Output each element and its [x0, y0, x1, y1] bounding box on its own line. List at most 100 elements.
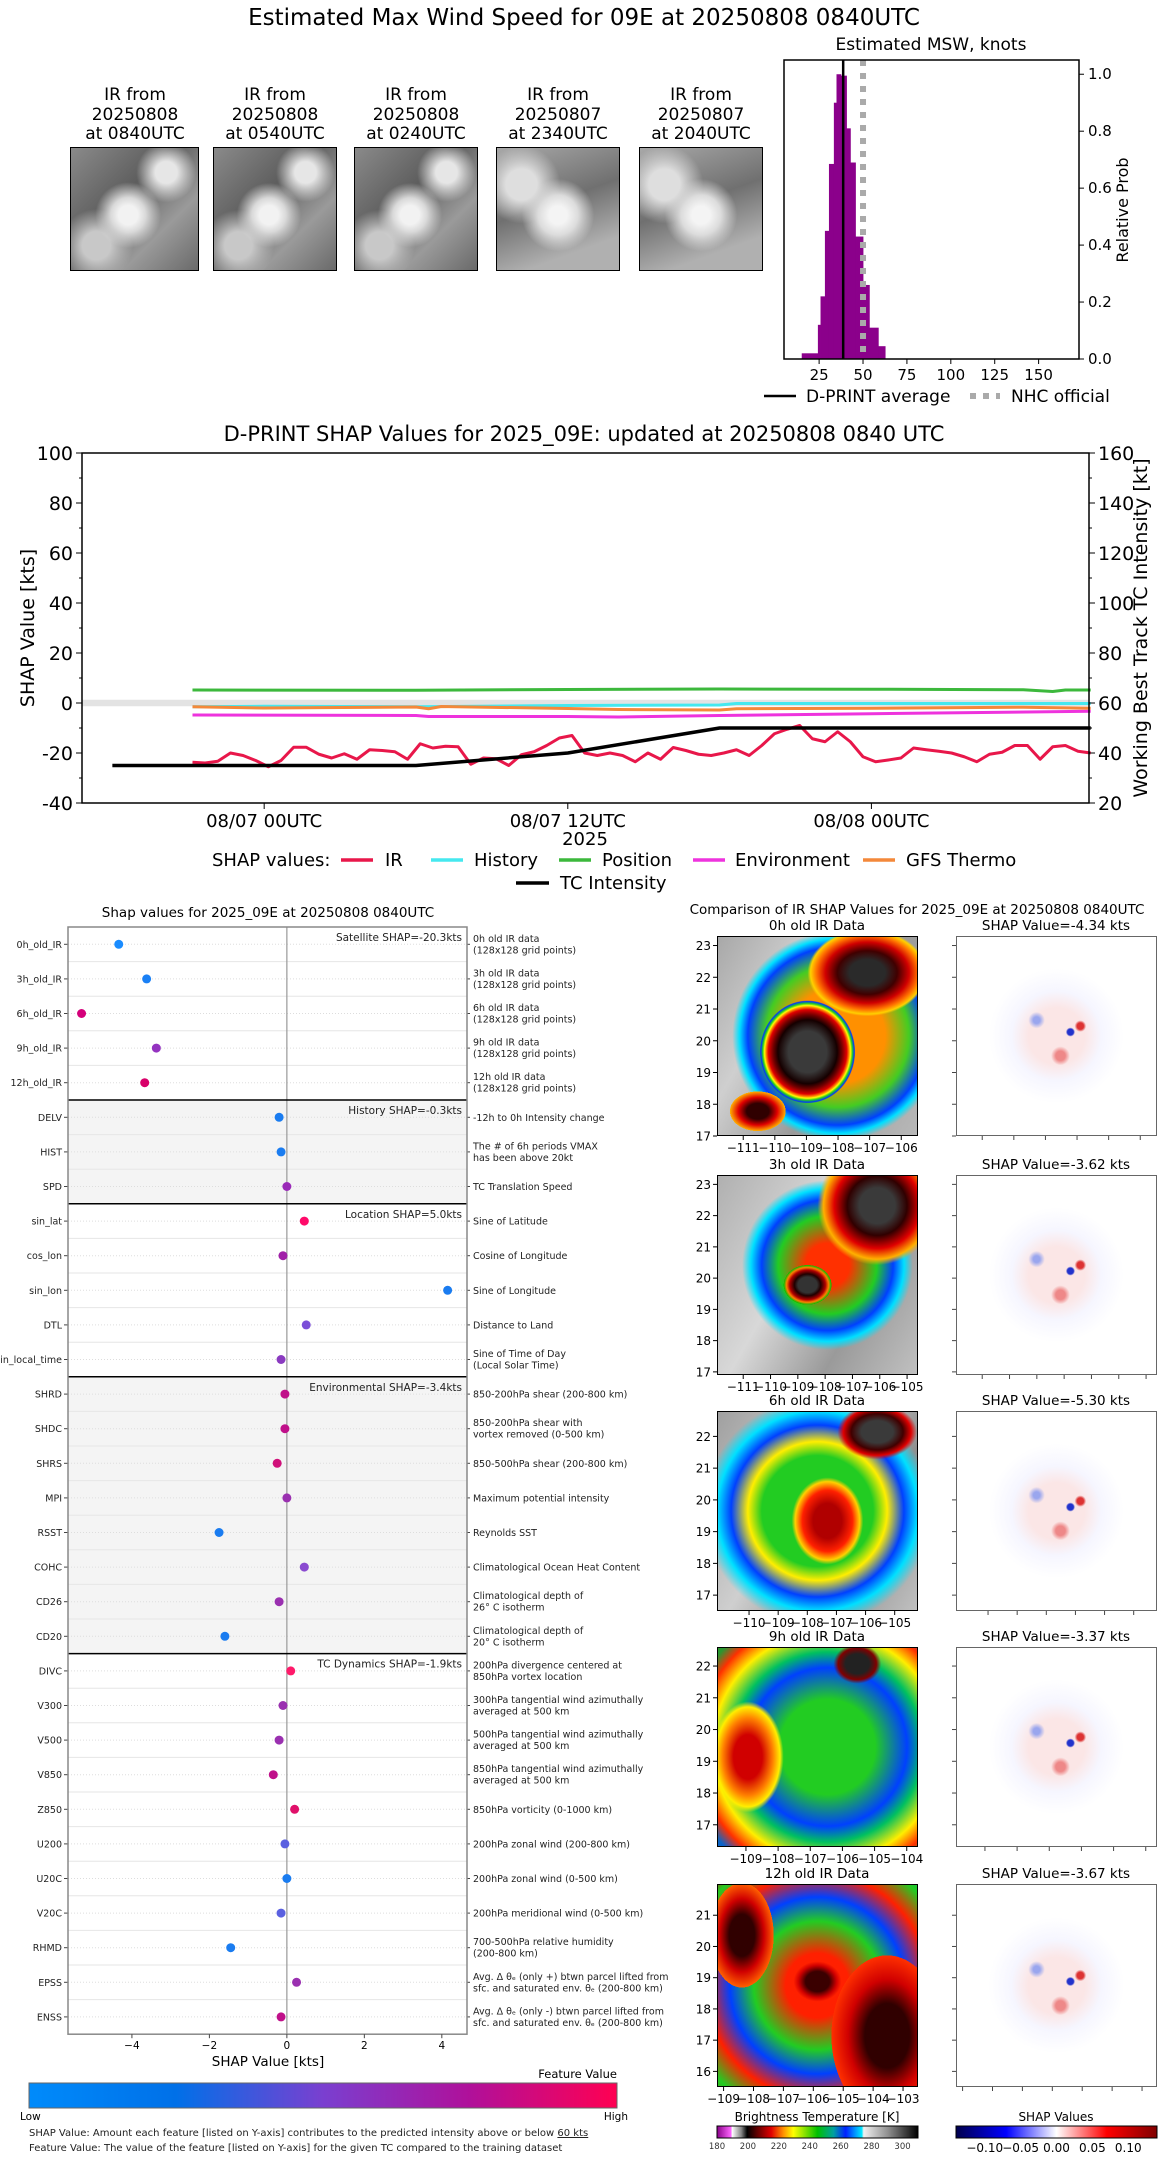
lon-tick-label: −107 [853, 1141, 886, 1155]
feature-description-line: 0h old IR data [473, 934, 539, 945]
feature-description-line: (128x128 grid points) [473, 980, 576, 991]
feature-value-colorbar [28, 2082, 618, 2109]
feature-description: 850hPa vorticity (0-1000 km) [473, 1805, 612, 1816]
feature-name-label: RSST [38, 1528, 63, 1539]
lon-tick-label: −109 [781, 1380, 814, 1394]
shap-point-sin_lat [299, 1216, 309, 1226]
feature-name-label: RHMD [33, 1943, 62, 1954]
ir-comparison-title: Comparison of IR SHAP Values for 2025_09… [690, 902, 1145, 918]
feature-name-label: 0h_old_IR [17, 940, 63, 951]
lat-tick-label: 22 [696, 1660, 711, 1674]
feature-description-line: 850-200hPa shear with [473, 1418, 583, 1429]
ir-panel-title: 9h old IR Data [769, 1629, 865, 1645]
shap-panel-title: SHAP Value=-3.62 kts [982, 1157, 1130, 1173]
main-title: Estimated Max Wind Speed for 09E at 2025… [248, 5, 920, 31]
feature-name-label: DTL [44, 1320, 63, 1331]
feature-description-line: (Local Solar Time) [473, 1361, 559, 1372]
y-right-tick-label: 20 [1098, 793, 1122, 815]
thumbnail-label: IR from 20250807 at 2040UTC [651, 85, 751, 144]
legend-label: History [474, 850, 538, 871]
ir-colorbar-tick-label: 180 [709, 2142, 725, 2152]
shap-point-SHDC [280, 1424, 290, 1434]
lon-tick-label: −104 [890, 1852, 923, 1866]
lon-tick-label: −108 [809, 1380, 842, 1394]
shap-point-sin_local_time [276, 1355, 286, 1364]
legend-label: TC Intensity [559, 873, 667, 894]
feature-name-label: U200 [37, 1839, 62, 1850]
feature-description-line: The # of 6h periods VMAX [472, 1141, 598, 1152]
y-tick-label: 40 [49, 593, 73, 615]
feature-description-line: -12h to 0h Intensity change [473, 1113, 605, 1124]
ir-thumbnail-2 [213, 147, 337, 271]
ir-image-12h [717, 1884, 918, 2087]
feature-description: 200hPa zonal wind (0-500 km) [473, 1874, 618, 1885]
shap-point-DELV [274, 1112, 284, 1122]
feature-description-line: 850hPa vorticity (0-1000 km) [473, 1805, 612, 1816]
ir-thumbnail-1 [70, 147, 199, 271]
series-line-position [192, 687, 1091, 693]
y-right-tick-label: 140 [1098, 493, 1134, 515]
series-line-environment [192, 709, 1091, 719]
feature-name-label: 3h_old_IR [17, 974, 63, 985]
footnote-text: Feature Value: The value of the feature … [29, 2143, 562, 2154]
feature-description-line: 850-200hPa shear (200-800 km) [473, 1390, 627, 1401]
shap-point-9h_old_IR [151, 1043, 161, 1053]
thumbnail-label: IR from 20250808 at 0840UTC [85, 85, 185, 144]
lat-tick-label: 22 [696, 1430, 711, 1444]
brightness-temperature-colorbar [716, 2125, 919, 2139]
feature-description: 850hPa tangential wind azimuthally averag… [473, 1764, 644, 1787]
lat-tick-label: 17 [696, 2034, 711, 2048]
lon-tick-label: −110 [733, 1616, 766, 1630]
footnote-emphasis: 60 kts [557, 2128, 588, 2139]
y-tick-label: 80 [49, 493, 73, 515]
lat-tick-label: 17 [696, 1365, 711, 1379]
shap-point-CD26 [274, 1597, 284, 1607]
zero-band [82, 699, 1089, 707]
feature-description-line: 12h old IR data [473, 1072, 545, 1083]
feature-description-line: 500hPa tangential wind azimuthally [473, 1730, 644, 1741]
feature-description: Climatological depth of 20° C isotherm [473, 1626, 584, 1649]
feature-description-line: (128x128 grid points) [473, 945, 576, 956]
feature-description-line: sfc. and saturated env. θₑ (200-800 km) [473, 2018, 663, 2029]
lat-tick-label: 21 [696, 1909, 711, 1923]
histogram-bar [869, 327, 879, 359]
feature-description-line: Avg. Δ θₑ (only +) btwn parcel lifted fr… [473, 1972, 668, 1983]
lat-tick-label: 20 [696, 1723, 711, 1737]
lon-tick-label: −108 [762, 1852, 795, 1866]
lat-tick-label: 19 [696, 1971, 711, 1985]
y-right-tick-label: 80 [1098, 643, 1122, 665]
feature-name-label: Z850 [37, 1805, 62, 1816]
thumbnail-label: IR from 20250808 at 0540UTC [225, 85, 325, 144]
ir-image-3h [717, 1175, 918, 1375]
feature-description: Sine of Latitude [473, 1217, 548, 1228]
shap-map-12h [956, 1884, 1157, 2087]
lon-tick-label: −108 [791, 1616, 824, 1630]
legend-label: GFS Thermo [906, 850, 1016, 871]
lat-tick-label: 19 [696, 1525, 711, 1539]
x-tick-label: 100 [936, 366, 965, 384]
y-tick-label: 100 [37, 443, 73, 465]
lat-tick-label: 21 [696, 1003, 711, 1017]
colorbar-high-label: High [604, 2111, 628, 2123]
lat-tick-label: 21 [696, 1691, 711, 1705]
histogram-bar [820, 296, 826, 359]
thumbnail-label: IR from 20250808 at 0240UTC [366, 85, 466, 144]
shap-map-3h [956, 1175, 1157, 1375]
lat-tick-label: 22 [696, 971, 711, 985]
histogram-bar [833, 102, 837, 359]
feature-name-label: U20C [36, 1874, 62, 1885]
feature-name-label: SHRS [36, 1459, 62, 1470]
shap-colorbar-title: SHAP Values [1018, 2110, 1093, 2124]
shap-point-DIVC [286, 1666, 296, 1676]
y-tick-label: 0 [61, 693, 73, 715]
ir-thumbnail-3 [354, 147, 478, 271]
ir-colorbar-title: Brightness Temperature [K] [735, 2110, 900, 2124]
shap-panel-title: SHAP Value=-3.67 kts [982, 1866, 1130, 1882]
feature-name-label: COHC [34, 1563, 62, 1574]
feature-description: 9h old IR data (128x128 grid points) [473, 1038, 576, 1061]
histogram-bar [850, 162, 856, 359]
feature-name-label: 6h_old_IR [17, 1009, 63, 1020]
x-tick-label: −2 [202, 2040, 217, 2052]
feature-name-label: sin_lon [29, 1286, 62, 1297]
feature-description-line: 26° C isotherm [473, 1603, 545, 1614]
